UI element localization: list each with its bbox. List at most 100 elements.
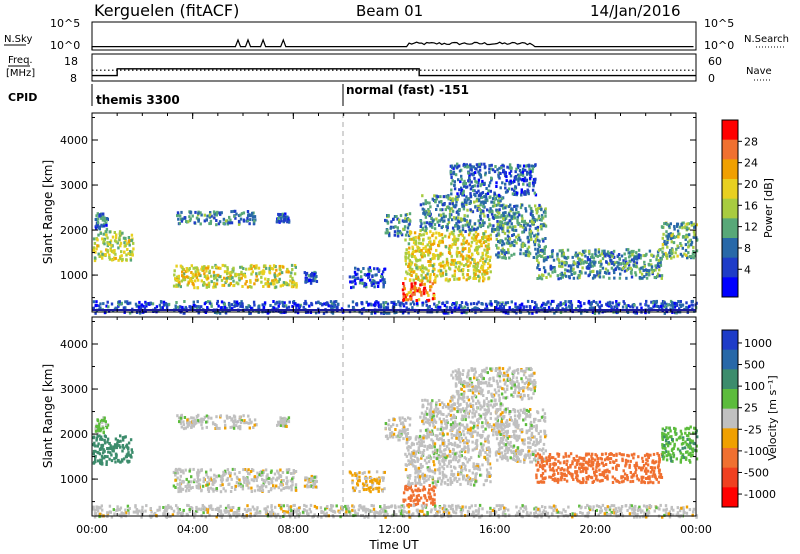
vel-cells-cell-67 [94, 455, 97, 459]
power-cells-cell-1330 [427, 253, 430, 257]
power-cells-cell-60 [104, 253, 107, 256]
power-cells-cell-2376 [611, 252, 615, 256]
power-cells-cell-1109 [470, 240, 474, 244]
power-cells-cell-3249 [525, 305, 528, 309]
power-cells-cell-1277 [404, 238, 407, 242]
vel-cells-cell-1258 [422, 440, 425, 444]
vel-cells-cell-822 [424, 496, 427, 500]
vel-cells-cell-559 [196, 471, 199, 475]
power-cells-cell-1027 [450, 258, 454, 262]
power-cells-cell-1820 [484, 171, 487, 175]
power-cells-cell-3408 [450, 307, 453, 310]
power-cells-cell-2446 [604, 252, 607, 256]
power-cells-cell-2262 [538, 203, 541, 207]
power-cells-cell-1428 [441, 219, 445, 223]
vel-cells-cell-419 [192, 480, 196, 484]
power-cells-cell-2726 [670, 256, 673, 260]
power-cells-cell-3515 [469, 302, 473, 306]
power-cells-cell-763 [408, 212, 412, 216]
power-cells-cell-3517 [651, 301, 655, 305]
power-cells-cell-3016 [138, 300, 141, 304]
power-cells-cell-3286 [308, 304, 311, 308]
power-cells-cell-2648 [561, 275, 564, 279]
power-cells-cell-2697 [601, 266, 605, 270]
power-cells-cell-464 [256, 278, 260, 282]
power-cells-cell-1970 [456, 192, 459, 196]
power-cells-cell-1678 [485, 197, 488, 201]
power-cells-cell-3162 [333, 305, 336, 309]
vel-cells-cell-631 [174, 473, 177, 477]
vel-cells-cell-291 [238, 415, 242, 419]
power-cells-cell-779 [393, 215, 397, 218]
vel-cells-cell-424 [256, 488, 260, 492]
power-cells-cell-1217 [407, 256, 410, 260]
power-cells-cell-204 [218, 220, 222, 224]
vel-cells-cell-669 [309, 479, 312, 483]
vel-cells-cell-660 [305, 483, 309, 487]
power-cells-cell-3019 [622, 300, 625, 304]
power-cells-cell-1736 [484, 173, 487, 177]
vel-cells-cell-63 [102, 451, 105, 455]
vel-cells-cell-341 [277, 471, 280, 475]
vel-cells-cell-1214 [426, 447, 429, 451]
power-cells-cell-2797 [666, 222, 669, 226]
power-cells-cell-1927 [504, 186, 507, 190]
power-cells-cell-1707 [451, 179, 454, 183]
power-cells-cell-1090 [431, 234, 434, 238]
vel-cells-cell-718 [365, 479, 368, 483]
power-cells-cell-3117 [644, 311, 647, 315]
vel-cells-cell-252 [205, 425, 208, 429]
vel-cells-cell-440 [255, 479, 258, 482]
power-cells-cell-2823 [665, 256, 669, 260]
vel-cells-cell-215 [235, 420, 238, 424]
vel-cells-cell-271 [231, 417, 234, 421]
power-cells-cell-2173 [502, 229, 505, 233]
vel-cells-cell-454 [179, 482, 182, 485]
power-cells-cell-1587 [457, 226, 461, 230]
freq-tick-bottom: 8 [70, 72, 77, 85]
power-cells-cell-3407 [360, 311, 364, 315]
power-cells-cell-1653 [442, 212, 445, 216]
power-cells-cell-221 [188, 215, 191, 219]
power-cells-cell-186 [191, 214, 194, 218]
power-cells-cell-1278 [461, 249, 464, 253]
power-cells-cell-1273 [465, 262, 468, 266]
vel-cells-cell-1073 [418, 481, 422, 485]
power-cells-cell-1556 [448, 207, 452, 211]
power-cells-cell-1344 [428, 245, 432, 249]
power-cells-cell-2624 [599, 269, 602, 273]
vel-cells-cell-303 [287, 416, 291, 420]
power-cells-cell-1148 [479, 266, 483, 270]
power-cells-cell-212 [253, 219, 256, 223]
power-cells-cell-1977 [529, 170, 532, 174]
power-cells-cell-2681 [566, 269, 569, 273]
vel-cells-cell-460 [292, 471, 295, 475]
power-cells-cell-1652 [448, 213, 452, 216]
power-cells-cell-2787 [662, 232, 665, 236]
power-cells-cell-721 [360, 270, 363, 274]
power-cells-cell-561 [255, 272, 258, 276]
vel-cells-cell-943 [414, 478, 417, 482]
vel-cells-cell-809 [403, 431, 406, 435]
power-cells-cell-1972 [515, 193, 518, 197]
power-cells-cell-3176 [663, 305, 667, 309]
power-cells-cell-665 [304, 280, 307, 284]
power-cells-cell-2783 [668, 234, 671, 238]
power-cells-cell-2788 [688, 239, 691, 243]
vel-cells-cell-1201 [460, 436, 464, 440]
vel-cells-cell-195 [231, 419, 235, 423]
power-cells-cell-2249 [505, 241, 509, 245]
vel-cells-cell-371 [244, 468, 247, 471]
power-cells-cell-1423 [424, 209, 427, 213]
power-cells-cell-2537 [560, 254, 564, 258]
vel-cells-cell-1169 [458, 444, 461, 448]
vel-cells-cell-1220 [454, 476, 458, 480]
power-cells-cell-1993 [493, 192, 497, 196]
power-cells-cell-3250 [551, 307, 554, 311]
power-cells-cell-2824 [675, 247, 678, 251]
power-cells-cell-3080 [519, 306, 522, 310]
power-cells-cell-2380 [561, 260, 564, 264]
power-cells-cell-2482 [591, 270, 594, 273]
vel-cells-cell-425 [265, 478, 268, 482]
vel-cells-cell-1077 [437, 477, 440, 481]
